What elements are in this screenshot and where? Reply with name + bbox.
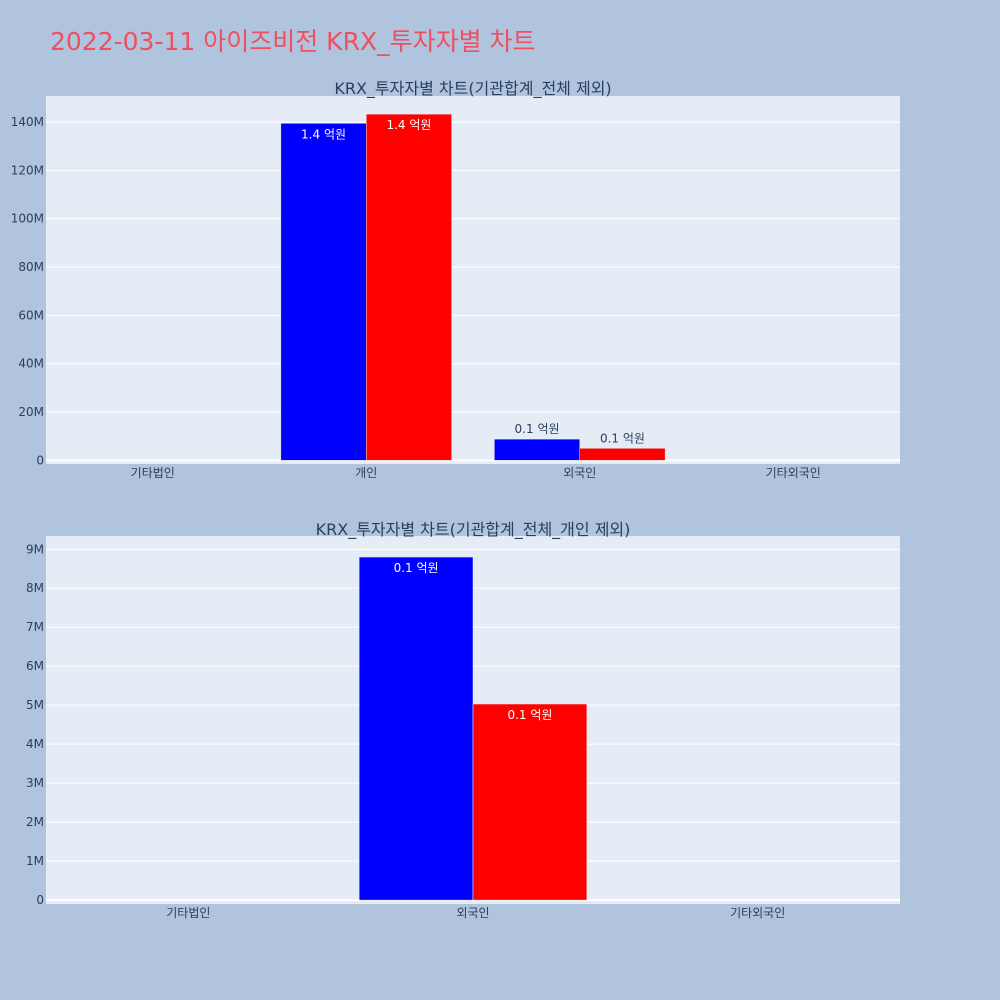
bar	[280, 123, 367, 461]
plot-area	[46, 96, 900, 464]
chart-title: KRX_투자자별 차트(기관합계_전체_개인 제외)	[316, 520, 631, 540]
x-tick-label: 기타외국인	[766, 466, 821, 480]
data-label: 0.1 억원	[394, 561, 439, 575]
x-tick-label: 기타법인	[131, 466, 175, 480]
y-tick-label: 0	[36, 893, 44, 907]
x-tick-label: 외국인	[563, 466, 596, 480]
data-label: 1.4 억원	[301, 127, 346, 141]
x-tick-label: 기타법인	[166, 906, 210, 920]
bar	[472, 703, 588, 901]
data-label: 0.1 억원	[507, 708, 552, 722]
bar	[366, 113, 452, 461]
y-tick-label: 60M	[18, 308, 44, 322]
y-tick-label: 9M	[26, 542, 44, 556]
data-label: 0.1 억원	[600, 431, 645, 445]
y-tick-label: 120M	[11, 163, 44, 177]
y-tick-label: 40M	[18, 357, 44, 371]
y-tick-label: 100M	[11, 212, 44, 226]
y-tick-label: 20M	[18, 405, 44, 419]
y-tick-label: 1M	[26, 854, 44, 868]
y-tick-label: 140M	[11, 115, 44, 129]
data-label: 1.4 억원	[386, 118, 431, 132]
y-tick-label: 8M	[26, 581, 44, 595]
y-tick-label: 2M	[26, 815, 44, 829]
x-tick-label: 개인	[355, 466, 377, 480]
y-tick-label: 3M	[26, 776, 44, 790]
chart-title: KRX_투자자별 차트(기관합계_전체 제외)	[334, 79, 611, 99]
y-tick-label: 80M	[18, 260, 44, 274]
bar	[358, 556, 474, 901]
bar	[579, 448, 666, 461]
x-tick-label: 기타외국인	[730, 906, 785, 920]
data-label: 0.1 억원	[515, 422, 560, 436]
y-tick-label: 0	[36, 453, 44, 467]
x-tick-label: 외국인	[456, 906, 489, 920]
y-tick-label: 7M	[26, 620, 44, 634]
y-tick-label: 6M	[26, 659, 44, 673]
y-tick-label: 5M	[26, 698, 44, 712]
chart-investor-all: 0 20M 40M 60M 80M 100M 120M 140M 기타법인 1.4 억원 1.4 억…	[11, 79, 900, 480]
page-title: 2022-03-11 아이즈비전 KRX_투자자별 차트	[50, 27, 536, 56]
y-tick-label: 4M	[26, 737, 44, 751]
